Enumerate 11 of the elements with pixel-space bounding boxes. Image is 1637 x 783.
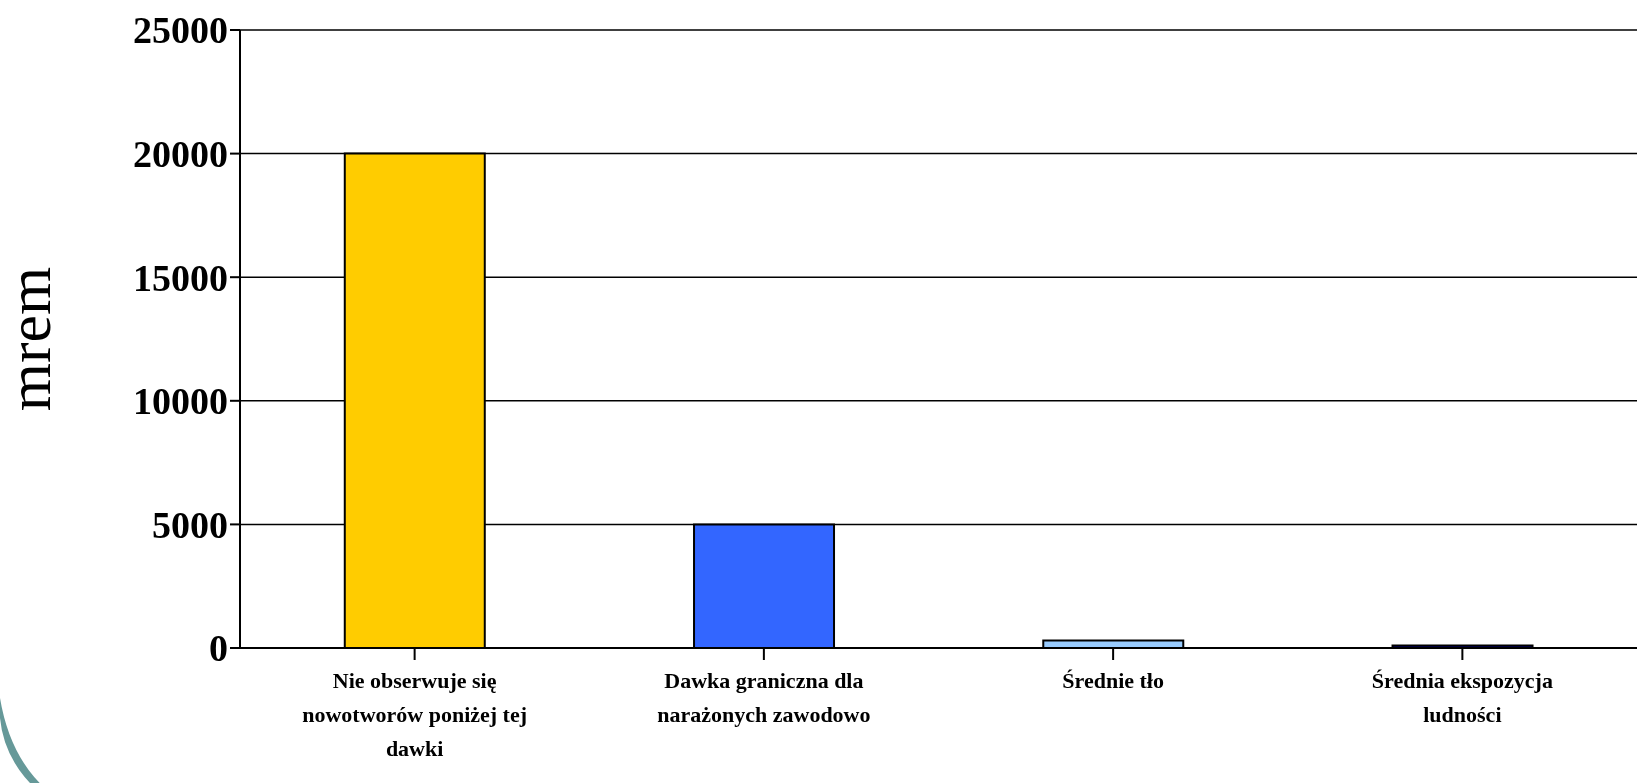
x-tick-label: Dawka graniczna dla narażonych zawodowo	[657, 668, 871, 727]
y-tick-label: 20000	[133, 133, 228, 176]
x-tick-label: Średnie tło	[1062, 668, 1164, 693]
y-tick-label: 0	[209, 627, 228, 670]
x-tick-label: Średnia ekspozycja ludności	[1371, 668, 1553, 727]
y-tick-label: 15000	[133, 256, 228, 299]
y-tick-label: 10000	[133, 380, 228, 423]
y-axis-title: mrem	[0, 266, 64, 412]
x-tick-label: Nie obserwuje się nowotworów poniżej tej dawki	[302, 668, 528, 761]
y-tick-label: 25000	[133, 9, 228, 52]
y-tick-label: 5000	[152, 503, 228, 546]
